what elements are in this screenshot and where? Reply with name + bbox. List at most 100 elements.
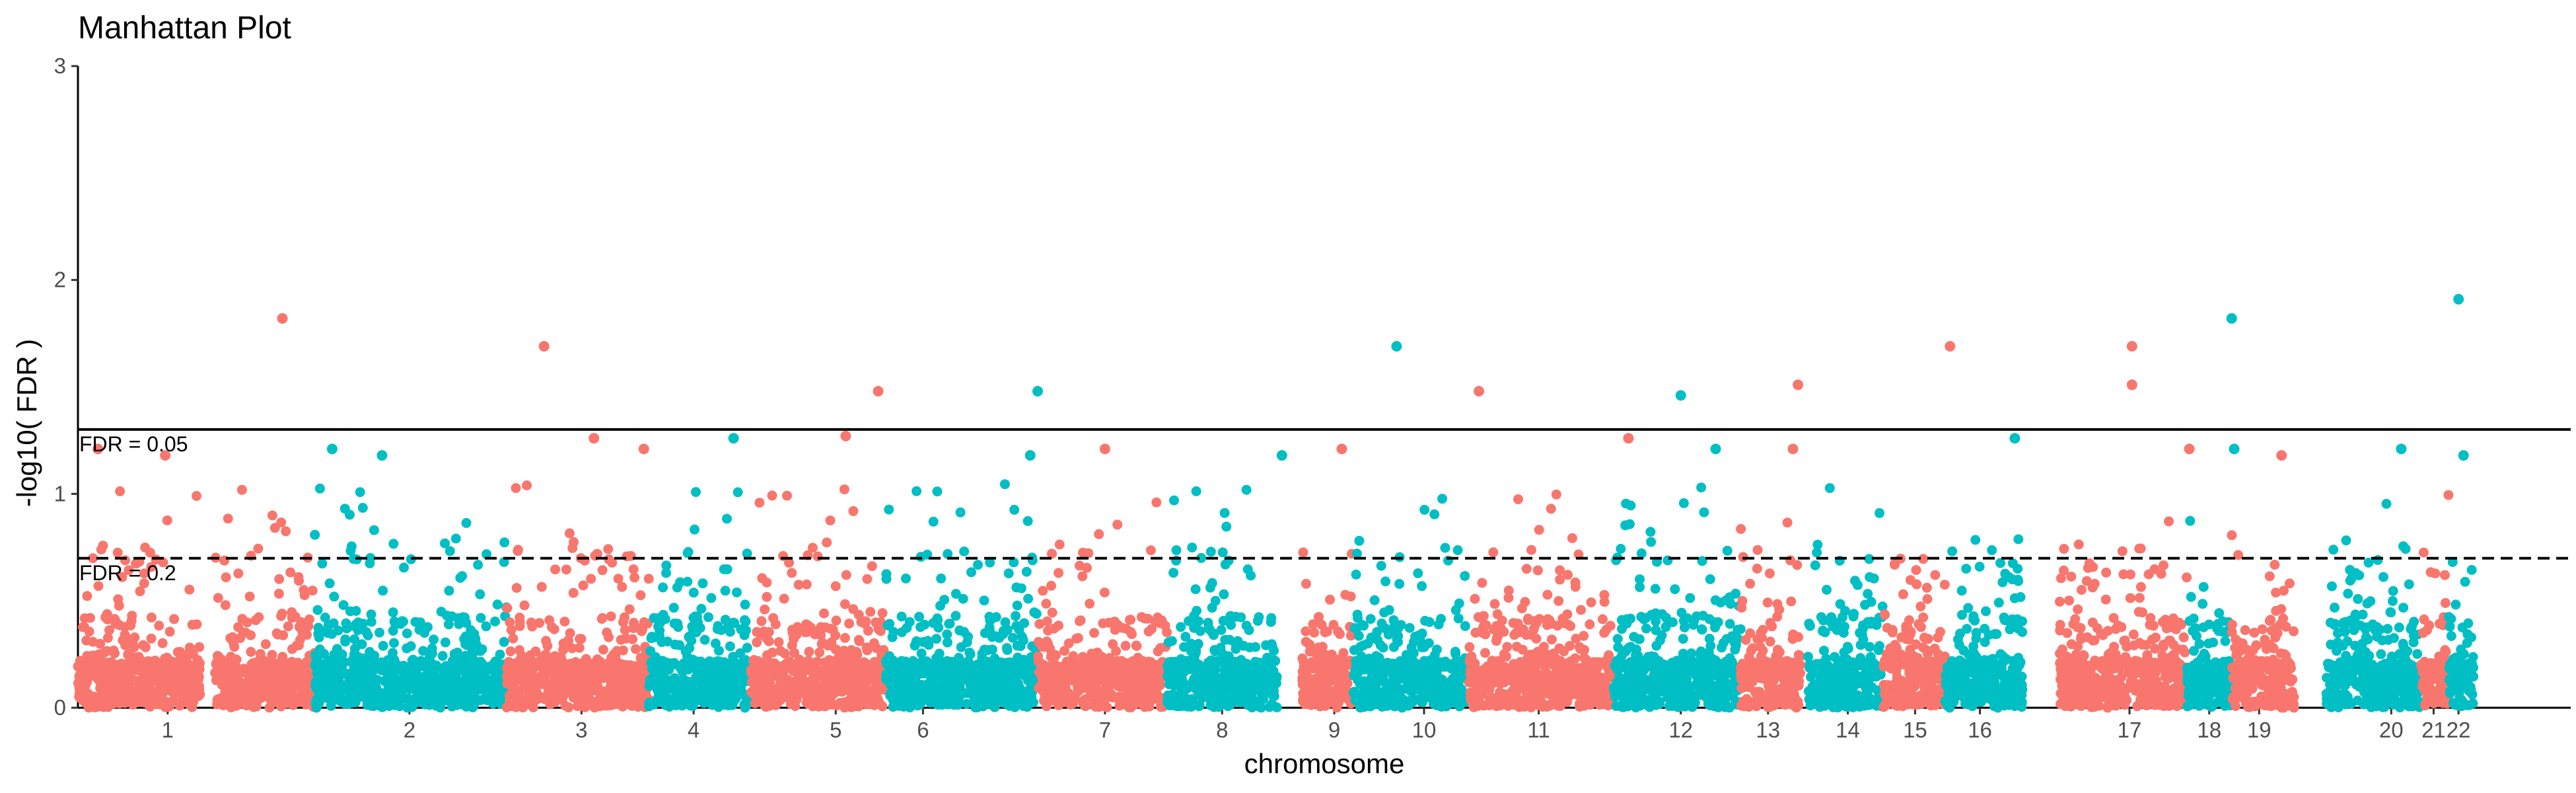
snp-point xyxy=(375,627,384,638)
snp-point xyxy=(398,680,409,691)
snp-point xyxy=(194,642,205,652)
snp-point xyxy=(1120,640,1131,651)
snp-point xyxy=(1029,607,1040,618)
snp-point xyxy=(1354,535,1365,546)
snp-point xyxy=(378,700,388,711)
snp-point xyxy=(1221,521,1232,532)
snp-point xyxy=(1137,656,1148,666)
snp-point xyxy=(1428,697,1439,707)
snp-point xyxy=(935,601,945,611)
snp-point xyxy=(472,672,482,683)
snp-point xyxy=(1126,615,1136,625)
snp-point xyxy=(984,699,994,708)
snp-point xyxy=(184,584,195,595)
snp-point xyxy=(705,681,716,691)
snp-point xyxy=(538,665,549,675)
snp-point xyxy=(921,668,931,679)
snp-point xyxy=(95,638,106,649)
snp-point xyxy=(184,699,195,710)
snp-point xyxy=(1187,543,1198,552)
snp-point xyxy=(941,669,952,679)
snp-point xyxy=(1143,671,1154,681)
snp-point xyxy=(651,657,661,667)
snp-point xyxy=(1413,568,1423,578)
snp-point xyxy=(546,622,557,632)
snp-point xyxy=(1374,687,1384,697)
snp-point xyxy=(492,599,503,610)
chromosome-points-7 xyxy=(1033,497,1172,712)
snp-point xyxy=(349,634,360,644)
snp-point xyxy=(658,582,668,593)
snp-point xyxy=(550,564,561,575)
snp-point xyxy=(392,660,403,671)
snp-point xyxy=(984,622,995,632)
snp-point xyxy=(369,701,379,711)
snp-point xyxy=(737,689,748,700)
snp-point xyxy=(1009,504,1020,515)
snp-point xyxy=(1046,580,1056,591)
snp-point xyxy=(164,626,175,637)
snp-point xyxy=(1191,486,1201,496)
snp-point xyxy=(1019,655,1029,665)
snp-point xyxy=(1388,664,1399,675)
snp-point xyxy=(444,663,454,673)
snp-point xyxy=(725,641,735,652)
snp-point xyxy=(1190,584,1201,595)
snp-point xyxy=(742,642,752,653)
snp-point xyxy=(867,561,877,572)
snp-point xyxy=(418,674,429,685)
snp-point xyxy=(1372,626,1382,637)
snp-point xyxy=(675,577,686,587)
snp-point xyxy=(266,693,276,704)
snp-point xyxy=(912,680,923,691)
snp-point xyxy=(674,661,685,671)
snp-point xyxy=(346,541,357,552)
snp-point xyxy=(322,687,332,697)
snp-point xyxy=(598,644,608,655)
snp-point xyxy=(847,679,857,690)
snp-point xyxy=(294,622,304,632)
snp-point xyxy=(220,600,231,611)
snp-point xyxy=(1164,699,1175,709)
snp-point xyxy=(473,560,483,570)
snp-point xyxy=(270,675,281,685)
snp-point xyxy=(606,675,617,686)
snp-point xyxy=(617,582,627,592)
y-tick-label: 1 xyxy=(54,481,66,506)
snp-point xyxy=(1174,701,1185,712)
snp-point xyxy=(1386,683,1396,694)
snp-point xyxy=(1268,700,1278,711)
snp-point xyxy=(959,547,970,556)
snp-point xyxy=(1147,624,1157,634)
snp-point xyxy=(928,516,939,527)
snp-point xyxy=(475,589,485,599)
snp-point xyxy=(1012,693,1022,703)
snp-point xyxy=(865,607,876,617)
snp-point xyxy=(1221,663,1231,674)
snp-point xyxy=(388,539,399,549)
snp-point xyxy=(476,613,486,623)
snp-point xyxy=(801,661,811,672)
snp-point xyxy=(1147,695,1157,705)
snp-point xyxy=(505,646,516,657)
snp-point xyxy=(329,591,340,602)
snp-point xyxy=(1042,616,1052,626)
snp-point xyxy=(226,652,236,662)
snp-point xyxy=(255,657,266,667)
snp-point xyxy=(954,673,965,684)
snp-point xyxy=(505,617,515,628)
snp-point xyxy=(481,621,491,632)
snp-point xyxy=(129,642,139,652)
snp-point xyxy=(1205,582,1215,593)
snp-point xyxy=(962,637,972,648)
snp-point xyxy=(1220,559,1231,570)
snp-point xyxy=(747,677,757,687)
snp-point xyxy=(888,626,899,637)
snp-point xyxy=(293,640,304,650)
snp-point xyxy=(190,674,200,685)
snp-point xyxy=(1050,661,1061,671)
snp-point xyxy=(965,649,976,660)
snp-point xyxy=(1140,613,1150,624)
snp-point xyxy=(1332,663,1342,673)
snp-point xyxy=(320,613,330,623)
